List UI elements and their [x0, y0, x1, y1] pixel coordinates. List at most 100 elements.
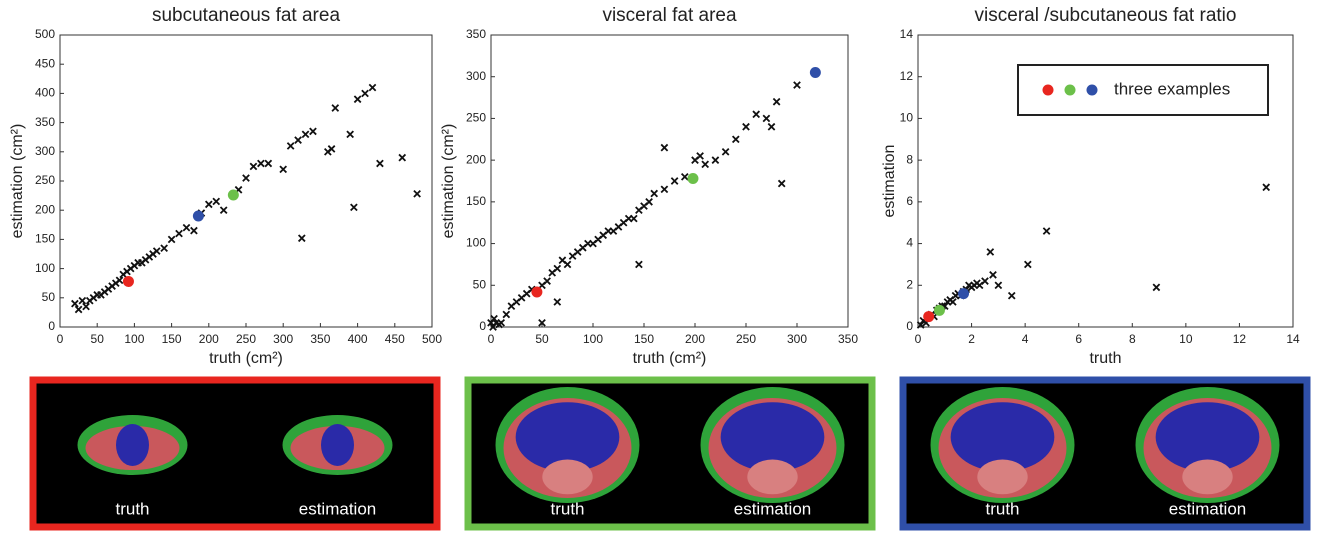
point — [219, 206, 228, 215]
point — [989, 271, 997, 279]
y-tick-label: 450 — [35, 56, 55, 70]
point — [635, 260, 643, 269]
x-tick-label: 0 — [57, 332, 64, 346]
y-tick-label: 150 — [35, 232, 55, 246]
point — [286, 142, 295, 150]
point — [413, 190, 421, 198]
body-visceral — [116, 424, 149, 466]
point — [309, 127, 317, 136]
legend-marker — [1086, 84, 1098, 96]
body-spine — [542, 459, 593, 495]
point — [629, 214, 638, 223]
point — [212, 197, 221, 206]
point — [497, 318, 506, 327]
point — [264, 159, 273, 168]
y-tick-label: 14 — [900, 27, 914, 41]
y-tick-label: 0 — [906, 319, 913, 333]
legend-marker — [1064, 84, 1076, 96]
body-visceral — [321, 424, 354, 466]
x-tick-label: 450 — [385, 332, 405, 346]
point — [701, 160, 710, 169]
y-tick-label: 400 — [35, 86, 55, 100]
body-visceral — [1155, 402, 1260, 472]
point — [762, 114, 771, 123]
body-spine — [1182, 459, 1233, 495]
point — [167, 235, 176, 244]
example-panel: truth estimation — [29, 376, 441, 531]
point — [346, 130, 354, 139]
x-tick-label: 12 — [1233, 332, 1247, 346]
point — [331, 104, 340, 112]
point — [916, 321, 925, 329]
point — [553, 264, 562, 273]
example-point — [687, 172, 699, 184]
point — [190, 226, 198, 235]
x-tick-label: 14 — [1286, 332, 1300, 346]
point — [152, 247, 161, 255]
point — [711, 156, 720, 164]
x-tick-label: 2 — [968, 332, 975, 346]
example-point — [809, 67, 821, 79]
point — [82, 302, 90, 311]
point — [353, 95, 362, 104]
panel-label: truth — [115, 499, 149, 518]
point — [175, 229, 183, 238]
x-tick-label: 300 — [273, 332, 293, 346]
point — [752, 110, 761, 119]
point — [398, 153, 407, 162]
example-point — [923, 311, 935, 323]
point — [721, 147, 730, 156]
point — [160, 244, 168, 252]
y-tick-label: 6 — [906, 194, 913, 208]
x-tick-label: 10 — [1179, 332, 1193, 346]
point — [793, 81, 801, 89]
example-point — [122, 275, 134, 287]
chart-title: visceral fat area — [602, 5, 737, 26]
point — [74, 305, 83, 314]
example-point — [227, 189, 239, 201]
point — [731, 135, 740, 144]
x-tick-label: 200 — [199, 332, 219, 346]
point — [1023, 260, 1032, 269]
example-point — [531, 286, 543, 298]
point — [553, 298, 562, 306]
point — [680, 172, 689, 181]
y-tick-label: 0 — [479, 319, 486, 333]
body-visceral — [720, 402, 825, 472]
point — [660, 143, 669, 152]
y-tick-label: 100 — [466, 236, 486, 250]
example-point — [933, 304, 945, 316]
point — [242, 174, 250, 182]
x-tick-label: 8 — [1129, 332, 1136, 346]
point — [368, 83, 377, 92]
point — [78, 296, 87, 305]
point — [294, 136, 302, 144]
legend-label: three examples — [1114, 79, 1230, 98]
y-tick-label: 8 — [906, 152, 913, 166]
y-tick-label: 50 — [473, 277, 487, 291]
point — [350, 203, 358, 212]
point — [1262, 183, 1271, 192]
point — [650, 189, 659, 198]
point — [538, 318, 546, 327]
point — [948, 298, 957, 306]
y-tick-label: 200 — [466, 152, 486, 166]
y-tick-label: 50 — [42, 290, 56, 304]
y-tick-label: 10 — [900, 111, 914, 125]
x-tick-label: 0 — [488, 332, 495, 346]
y-axis-label: estimation — [881, 145, 898, 218]
panel-label: estimation — [734, 499, 811, 518]
panel-label: estimation — [299, 499, 376, 518]
y-tick-label: 350 — [466, 27, 486, 41]
point — [71, 299, 79, 308]
point — [645, 198, 653, 206]
x-axis-label: truth (cm²) — [209, 350, 283, 367]
point — [981, 277, 989, 285]
y-tick-label: 300 — [466, 69, 486, 83]
point — [543, 277, 551, 285]
example-panel: truth estimation — [899, 376, 1311, 531]
point — [777, 179, 786, 188]
point — [257, 159, 265, 168]
y-tick-label: 300 — [35, 144, 55, 158]
y-tick-label: 2 — [906, 277, 913, 291]
